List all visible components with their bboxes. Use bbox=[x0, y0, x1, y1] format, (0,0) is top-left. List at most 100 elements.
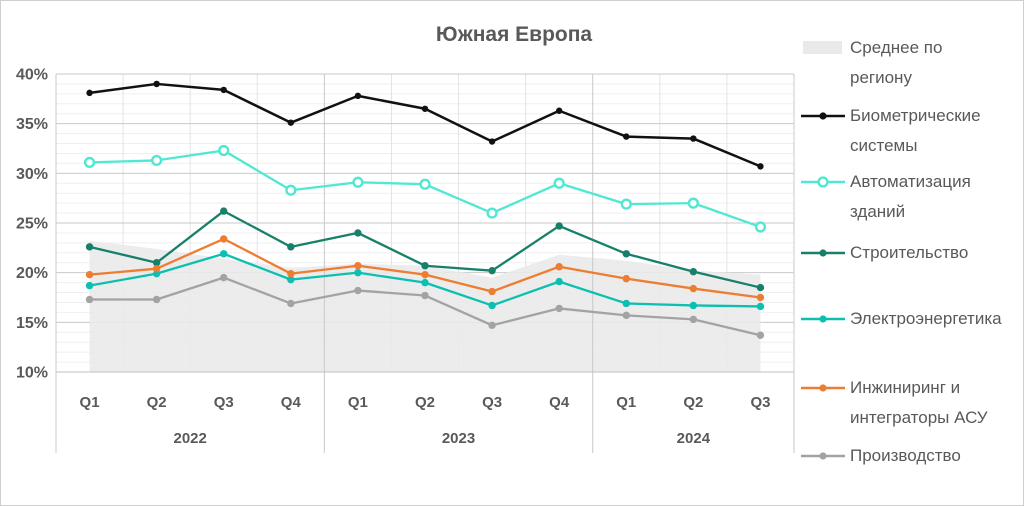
data-point bbox=[220, 235, 228, 243]
legend-marker bbox=[819, 249, 827, 257]
series-construction bbox=[85, 207, 765, 292]
data-point bbox=[287, 299, 295, 308]
y-axis-tick-label: 40% bbox=[16, 67, 48, 84]
data-point bbox=[86, 89, 93, 97]
legend-item-building-automation: Автоматизация зданий bbox=[800, 167, 990, 227]
data-point bbox=[152, 295, 161, 304]
data-point bbox=[756, 283, 765, 292]
y-axis-tick-label: 20% bbox=[16, 265, 48, 282]
data-point bbox=[287, 275, 295, 284]
data-point bbox=[757, 163, 764, 170]
series-electric-power bbox=[85, 250, 765, 311]
legend-swatch-building-automation bbox=[801, 176, 845, 188]
x-axis-quarter-label: Q4 bbox=[549, 394, 570, 411]
data-point bbox=[754, 221, 767, 233]
series-engineering-integrators bbox=[85, 235, 765, 302]
data-point bbox=[421, 270, 429, 279]
legend-swatch-biometric-systems bbox=[801, 112, 845, 120]
x-axis-quarter-label: Q2 bbox=[415, 394, 435, 411]
x-axis-quarter-label: Q4 bbox=[281, 394, 302, 411]
legend-item-electric-power: Электроэнергетика bbox=[800, 304, 1002, 334]
legend-item-region-average: Среднее по региону bbox=[800, 33, 990, 93]
data-point bbox=[756, 293, 765, 302]
data-point bbox=[354, 286, 362, 295]
legend-marker bbox=[817, 176, 829, 188]
x-axis-quarter-label: Q3 bbox=[750, 394, 770, 411]
data-point bbox=[151, 154, 163, 167]
data-point bbox=[689, 315, 698, 324]
legend-marker bbox=[819, 384, 827, 392]
data-point bbox=[488, 301, 496, 310]
legend-label-electric-power: Электроэнергетика bbox=[850, 309, 1002, 328]
data-point bbox=[756, 302, 765, 311]
data-point bbox=[486, 207, 498, 219]
data-point bbox=[689, 267, 698, 276]
x-axis-quarter-label: Q2 bbox=[147, 394, 167, 411]
legend-item-engineering-integrators: Инжиниринг и интеграторы АСУ bbox=[800, 373, 990, 433]
data-point bbox=[85, 295, 94, 304]
series-markers-electric-power bbox=[85, 250, 765, 311]
series-markers-manufacturing bbox=[85, 273, 765, 339]
data-point bbox=[488, 321, 496, 330]
legend-label-building-automation: Автоматизация зданий bbox=[850, 172, 971, 221]
data-point bbox=[85, 281, 94, 290]
x-axis-quarter-label: Q1 bbox=[80, 394, 100, 411]
data-point bbox=[555, 277, 563, 286]
data-point bbox=[690, 135, 697, 142]
series-markers-construction bbox=[85, 207, 765, 292]
data-point bbox=[83, 156, 96, 169]
y-axis-tick-label: 30% bbox=[16, 166, 48, 183]
data-point bbox=[352, 176, 364, 188]
legend-label-construction: Строительство bbox=[850, 243, 969, 262]
legend-marker bbox=[819, 112, 827, 120]
data-point bbox=[218, 144, 230, 157]
data-point bbox=[220, 86, 227, 94]
data-point bbox=[152, 264, 161, 273]
x-axis-labels: Q1 Q2 Q3 Q4 2022 Q1 Q2 Q3 Q4 2023 Q1 Q2 Q3 2024 bbox=[80, 394, 771, 447]
data-point bbox=[152, 259, 161, 267]
y-axis-labels: 10% 15% 20% 25% 30% 35% 40% bbox=[16, 67, 48, 382]
data-point bbox=[689, 284, 698, 293]
data-point bbox=[287, 119, 295, 126]
data-point bbox=[488, 287, 496, 296]
legend-label-biometric-systems: Биометрические системы bbox=[850, 106, 981, 155]
data-point bbox=[287, 269, 295, 278]
data-point bbox=[623, 133, 630, 140]
axis-frame bbox=[55, 74, 795, 453]
data-point bbox=[421, 278, 429, 287]
data-point bbox=[488, 138, 496, 145]
data-point bbox=[421, 291, 429, 300]
series-markers-building-automation bbox=[83, 144, 767, 233]
data-point bbox=[555, 304, 563, 313]
data-point bbox=[622, 299, 630, 308]
legend-swatch-electric-power bbox=[801, 315, 845, 323]
data-point bbox=[220, 273, 228, 282]
legend-item-biometric-systems: Биометрические системы bbox=[800, 101, 990, 161]
data-point bbox=[285, 184, 297, 196]
data-point bbox=[555, 107, 563, 114]
data-point bbox=[85, 243, 94, 251]
series-building-automation bbox=[83, 144, 767, 233]
x-axis-year-label: 2024 bbox=[677, 430, 711, 447]
data-point bbox=[419, 178, 431, 190]
series-markers-engineering-integrators bbox=[85, 235, 765, 302]
data-point bbox=[620, 198, 632, 210]
data-point bbox=[622, 274, 630, 283]
data-point bbox=[689, 301, 698, 310]
y-axis-tick-label: 25% bbox=[16, 216, 48, 233]
data-point bbox=[354, 229, 362, 237]
x-axis-quarter-label: Q2 bbox=[683, 394, 703, 411]
legend-item-manufacturing: Производство bbox=[800, 441, 990, 471]
legend-marker bbox=[819, 315, 827, 323]
legend-item-construction: Строительство bbox=[800, 238, 990, 268]
legend-area-swatch bbox=[803, 41, 842, 54]
legend-label-engineering-integrators: Инжиниринг и интеграторы АСУ bbox=[850, 378, 988, 427]
data-point bbox=[622, 250, 630, 258]
legend-marker bbox=[819, 452, 827, 460]
data-point bbox=[354, 262, 362, 270]
x-axis-quarter-label: Q3 bbox=[482, 394, 502, 411]
data-point bbox=[354, 92, 362, 100]
y-axis-tick-label: 10% bbox=[16, 365, 48, 382]
